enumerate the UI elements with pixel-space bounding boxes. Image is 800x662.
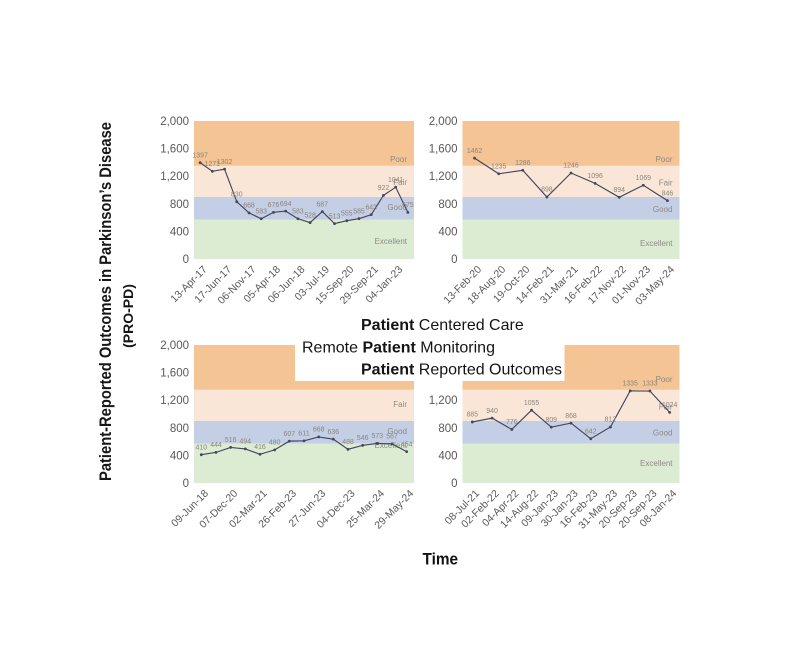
svg-text:1397: 1397 xyxy=(192,150,207,159)
svg-text:1246: 1246 xyxy=(563,161,578,170)
svg-text:454: 454 xyxy=(401,439,413,448)
svg-text:Poor: Poor xyxy=(656,155,673,164)
svg-text:636: 636 xyxy=(328,427,340,436)
svg-text:Fair: Fair xyxy=(659,403,673,412)
svg-text:400: 400 xyxy=(170,450,189,462)
svg-text:513: 513 xyxy=(329,211,341,220)
svg-text:922: 922 xyxy=(378,183,390,192)
svg-text:687: 687 xyxy=(317,199,329,208)
svg-text:494: 494 xyxy=(240,437,252,446)
svg-text:2,000: 2,000 xyxy=(160,340,189,352)
svg-text:Excellent: Excellent xyxy=(640,239,673,248)
svg-text:885: 885 xyxy=(467,410,479,419)
svg-text:Fair: Fair xyxy=(659,179,673,188)
svg-text:Good: Good xyxy=(653,429,673,438)
svg-text:488: 488 xyxy=(342,437,354,446)
svg-text:1286: 1286 xyxy=(515,158,530,167)
svg-text:400: 400 xyxy=(170,226,189,238)
svg-text:Fair: Fair xyxy=(393,178,407,187)
svg-text:1,600: 1,600 xyxy=(160,144,189,156)
svg-text:1069: 1069 xyxy=(636,173,651,182)
svg-text:444: 444 xyxy=(210,440,222,449)
svg-text:Fair: Fair xyxy=(393,400,407,409)
svg-text:Good: Good xyxy=(387,203,407,212)
svg-text:894: 894 xyxy=(613,185,625,194)
svg-text:480: 480 xyxy=(269,438,281,447)
svg-text:400: 400 xyxy=(438,450,457,462)
svg-text:898: 898 xyxy=(541,185,553,194)
svg-text:1,600: 1,600 xyxy=(429,144,458,156)
svg-text:Time: Time xyxy=(423,550,459,569)
svg-text:Excellent: Excellent xyxy=(375,237,408,246)
svg-text:668: 668 xyxy=(313,425,325,434)
svg-text:2,000: 2,000 xyxy=(160,116,189,128)
svg-text:1,600: 1,600 xyxy=(160,368,189,380)
svg-text:Good: Good xyxy=(387,427,407,436)
svg-text:1302: 1302 xyxy=(217,157,232,166)
svg-text:567: 567 xyxy=(386,432,398,441)
svg-text:Patient-Reported Outcomes in P: Patient-Reported Outcomes in Parkinson’s… xyxy=(97,122,115,481)
svg-text:528: 528 xyxy=(304,210,316,219)
svg-text:1,200: 1,200 xyxy=(429,171,458,183)
svg-text:1055: 1055 xyxy=(524,398,539,407)
svg-text:694: 694 xyxy=(280,199,292,208)
svg-text:555: 555 xyxy=(341,208,353,217)
svg-text:Good: Good xyxy=(653,205,673,214)
svg-text:Patient Centered Care: Patient Centered Care xyxy=(361,317,524,334)
svg-text:1,200: 1,200 xyxy=(160,171,189,183)
svg-text:Poor: Poor xyxy=(656,375,673,384)
svg-text:1096: 1096 xyxy=(587,171,602,180)
svg-text:583: 583 xyxy=(255,206,267,215)
svg-text:611: 611 xyxy=(298,429,310,438)
svg-text:940: 940 xyxy=(486,406,498,415)
svg-text:1235: 1235 xyxy=(491,161,506,170)
svg-text:812: 812 xyxy=(605,415,617,424)
svg-text:2,000: 2,000 xyxy=(429,116,458,128)
svg-text:776: 776 xyxy=(506,417,518,426)
svg-text:1041: 1041 xyxy=(388,175,403,184)
svg-text:675: 675 xyxy=(402,200,414,209)
svg-text:800: 800 xyxy=(438,199,457,211)
svg-text:0: 0 xyxy=(451,478,457,490)
svg-text:Excellent: Excellent xyxy=(375,441,408,450)
svg-text:1333: 1333 xyxy=(642,379,657,388)
svg-text:1335: 1335 xyxy=(622,379,637,388)
svg-text:516: 516 xyxy=(225,435,237,444)
svg-text:Patient Reported Outcomes: Patient Reported Outcomes xyxy=(361,361,562,378)
svg-text:846: 846 xyxy=(662,188,674,197)
svg-text:0: 0 xyxy=(183,478,189,490)
svg-text:607: 607 xyxy=(284,429,296,438)
svg-text:868: 868 xyxy=(565,411,577,420)
svg-text:1024: 1024 xyxy=(662,400,677,409)
svg-text:410: 410 xyxy=(196,442,208,451)
svg-text:546: 546 xyxy=(357,433,369,442)
svg-text:643: 643 xyxy=(365,202,377,211)
svg-text:830: 830 xyxy=(231,189,243,198)
svg-text:583: 583 xyxy=(292,206,304,215)
svg-text:573: 573 xyxy=(372,431,384,440)
svg-text:800: 800 xyxy=(170,199,189,211)
svg-text:Poor: Poor xyxy=(390,155,407,164)
svg-text:676: 676 xyxy=(268,200,280,209)
svg-text:585: 585 xyxy=(353,206,365,215)
svg-text:1462: 1462 xyxy=(467,146,482,155)
svg-text:400: 400 xyxy=(438,226,457,238)
svg-text:0: 0 xyxy=(451,254,457,266)
svg-text:800: 800 xyxy=(438,423,457,435)
svg-text:1,200: 1,200 xyxy=(160,395,189,407)
svg-text:Excellent: Excellent xyxy=(640,459,673,468)
svg-text:809: 809 xyxy=(545,415,557,424)
svg-text:Remote Patient Monitoring: Remote Patient Monitoring xyxy=(302,339,495,356)
svg-text:(PRO-PD): (PRO-PD) xyxy=(120,284,136,348)
svg-text:1,200: 1,200 xyxy=(429,395,458,407)
svg-text:800: 800 xyxy=(170,423,189,435)
svg-text:0: 0 xyxy=(183,254,189,266)
svg-text:1271: 1271 xyxy=(205,159,220,168)
svg-text:416: 416 xyxy=(254,442,266,451)
svg-text:642: 642 xyxy=(585,426,597,435)
svg-text:668: 668 xyxy=(243,201,255,210)
